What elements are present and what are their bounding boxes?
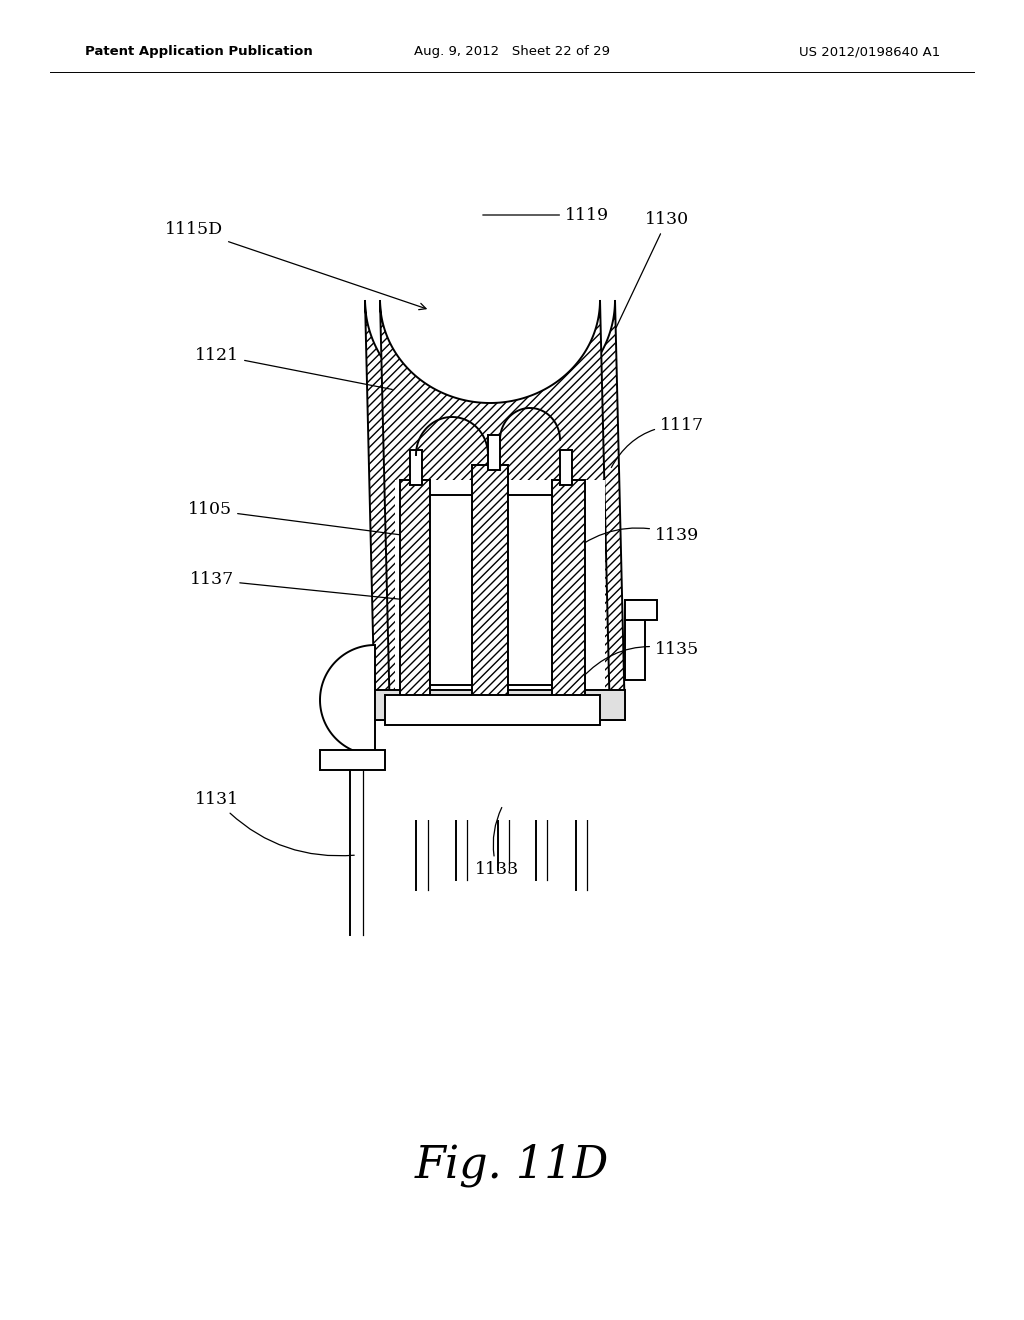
Bar <box>488 436 500 470</box>
Bar <box>472 465 508 700</box>
Text: Aug. 9, 2012   Sheet 22 of 29: Aug. 9, 2012 Sheet 22 of 29 <box>414 45 610 58</box>
Text: Patent Application Publication: Patent Application Publication <box>85 45 312 58</box>
Text: 1135: 1135 <box>582 642 699 678</box>
Text: 1115D: 1115D <box>165 222 426 310</box>
Text: 1117: 1117 <box>611 417 705 467</box>
Text: 1137: 1137 <box>190 572 406 599</box>
Bar <box>625 601 645 680</box>
Polygon shape <box>380 300 610 719</box>
Text: 1133: 1133 <box>475 808 519 879</box>
Text: 1119: 1119 <box>482 206 609 223</box>
Polygon shape <box>321 645 375 755</box>
Polygon shape <box>365 300 625 719</box>
Bar <box>395 480 605 820</box>
Bar <box>400 480 430 700</box>
Text: 1131: 1131 <box>195 792 354 855</box>
Text: 1121: 1121 <box>195 346 392 389</box>
Bar <box>375 690 625 719</box>
Bar <box>625 601 657 620</box>
Text: US 2012/0198640 A1: US 2012/0198640 A1 <box>799 45 940 58</box>
Text: 1139: 1139 <box>564 527 699 558</box>
Bar <box>319 750 385 770</box>
Text: 1130: 1130 <box>616 211 689 327</box>
Bar <box>410 450 422 484</box>
Bar <box>385 696 600 725</box>
Bar <box>552 480 585 700</box>
Text: 1105: 1105 <box>188 502 437 540</box>
Bar <box>508 495 552 685</box>
Bar <box>430 495 472 685</box>
Bar <box>560 450 572 484</box>
Text: Fig. 11D: Fig. 11D <box>415 1143 609 1187</box>
